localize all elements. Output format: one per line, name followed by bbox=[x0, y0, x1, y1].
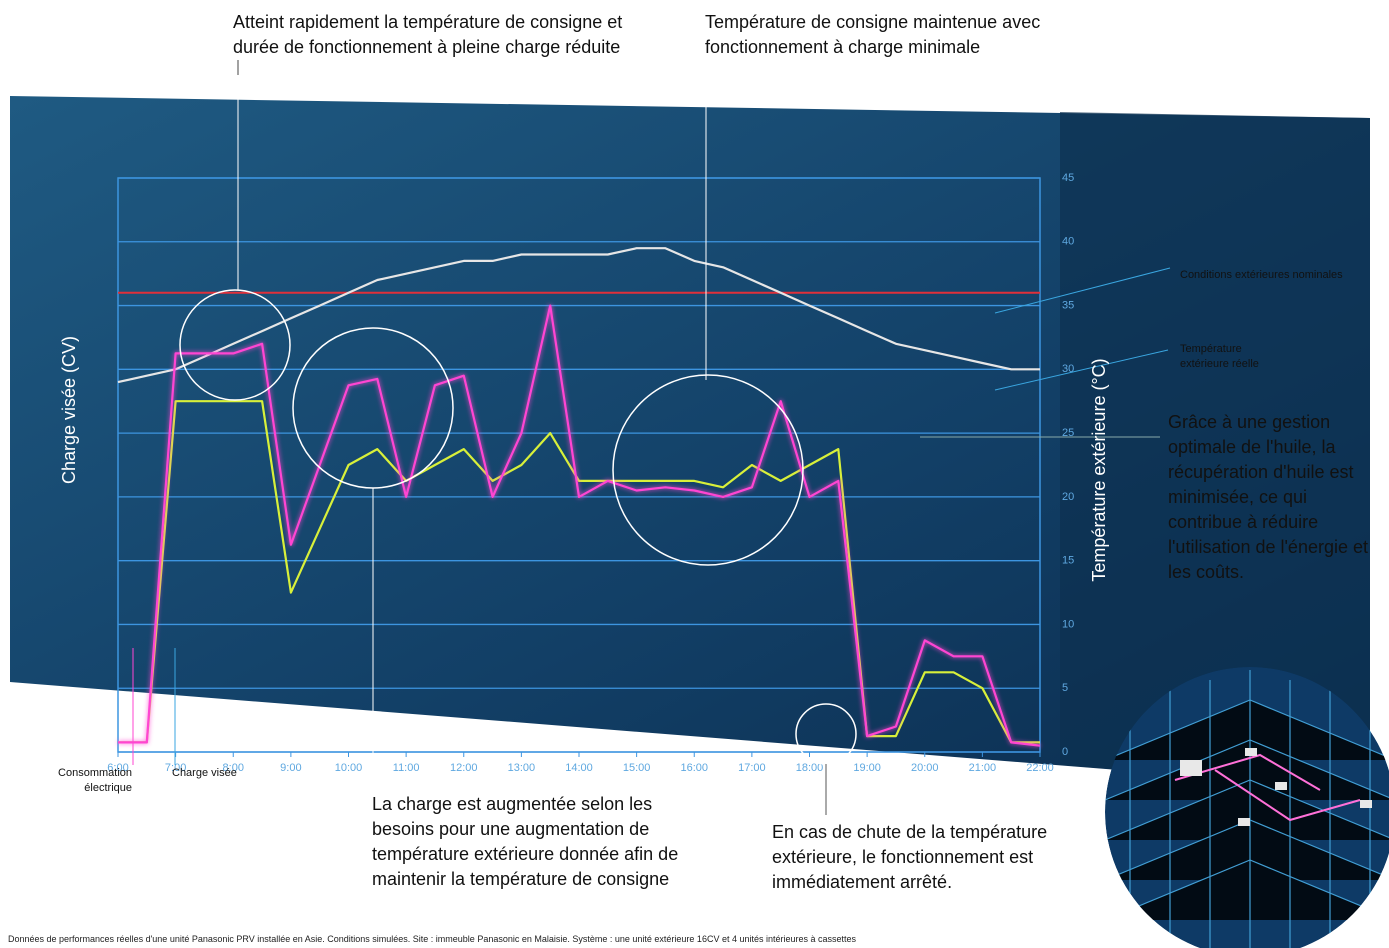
x-tick-label: 10:00 bbox=[335, 762, 363, 774]
annotation: En cas de chute de la température extéri… bbox=[772, 820, 1072, 895]
x-tick-label: 14:00 bbox=[565, 762, 593, 774]
y2-tick-label: 0 bbox=[1062, 746, 1068, 758]
page: {"chart_data":{ "type":"line", "y_label"… bbox=[0, 0, 1389, 948]
x-tick-label: 22:00 bbox=[1026, 762, 1054, 774]
legend-entry: Charge visée bbox=[172, 766, 272, 781]
y2-axis-label: Température extérieure (°C) bbox=[1089, 358, 1109, 581]
x-tick-label: 17:00 bbox=[738, 762, 766, 774]
x-tick-label: 13:00 bbox=[508, 762, 536, 774]
legend-entry: Consommation électrique bbox=[40, 766, 132, 796]
y2-tick-label: 20 bbox=[1062, 491, 1074, 503]
y2-tick-label: 5 bbox=[1062, 682, 1068, 694]
legend-entry: Température extérieure réelle bbox=[1180, 342, 1270, 372]
y2-tick-label: 15 bbox=[1062, 555, 1074, 567]
x-tick-label: 11:00 bbox=[393, 762, 420, 774]
x-tick-label: 12:00 bbox=[450, 762, 478, 774]
y2-tick-label: 45 bbox=[1062, 172, 1074, 184]
footnote: Données de performances réelles d'une un… bbox=[8, 934, 856, 944]
x-tick-label: 20:00 bbox=[911, 762, 939, 774]
x-tick-label: 16:00 bbox=[680, 762, 708, 774]
annotation: Atteint rapidement la température de con… bbox=[233, 10, 673, 60]
y2-tick-label: 40 bbox=[1062, 236, 1074, 248]
y2-tick-label: 10 bbox=[1062, 618, 1074, 630]
annotation: Grâce à une gestion optimale de l'huile,… bbox=[1168, 410, 1383, 585]
x-tick-label: 9:00 bbox=[280, 762, 301, 774]
y2-tick-label: 35 bbox=[1062, 299, 1074, 311]
annotation: Température de consigne maintenue avec f… bbox=[705, 10, 1085, 60]
x-tick-label: 21:00 bbox=[969, 762, 997, 774]
x-tick-label: 15:00 bbox=[623, 762, 651, 774]
y-axis-label: Charge visée (CV) bbox=[59, 336, 79, 484]
x-tick-label: 19:00 bbox=[853, 762, 881, 774]
legend-entry: Conditions extérieures nominales bbox=[1180, 268, 1380, 283]
annotation: La charge est augmentée selon les besoin… bbox=[372, 792, 692, 892]
